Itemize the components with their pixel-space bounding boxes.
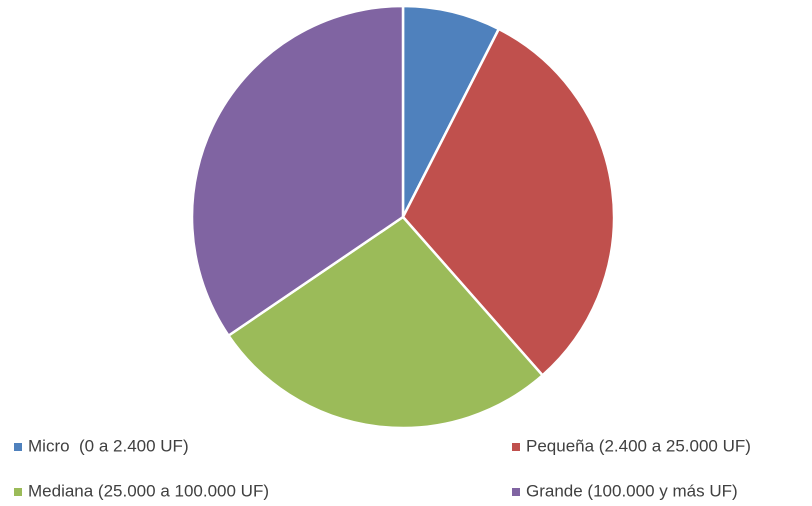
legend-marker xyxy=(14,488,22,496)
pie-slice xyxy=(401,27,616,377)
pie-slice xyxy=(190,4,405,337)
legend-marker xyxy=(512,488,520,496)
legend-label: Micro (0 a 2.400 UF) xyxy=(28,436,189,455)
legend-label: Mediana (25.000 a 100.000 UF) xyxy=(28,481,269,500)
legend-label: Pequeña (2.400 a 25.000 UF) xyxy=(526,436,751,455)
pie-slice xyxy=(227,215,544,430)
legend-marker xyxy=(512,443,520,451)
pie-slice xyxy=(401,4,501,219)
legend-marker xyxy=(14,443,22,451)
legend-label: Grande (100.000 y más UF) xyxy=(526,481,738,500)
